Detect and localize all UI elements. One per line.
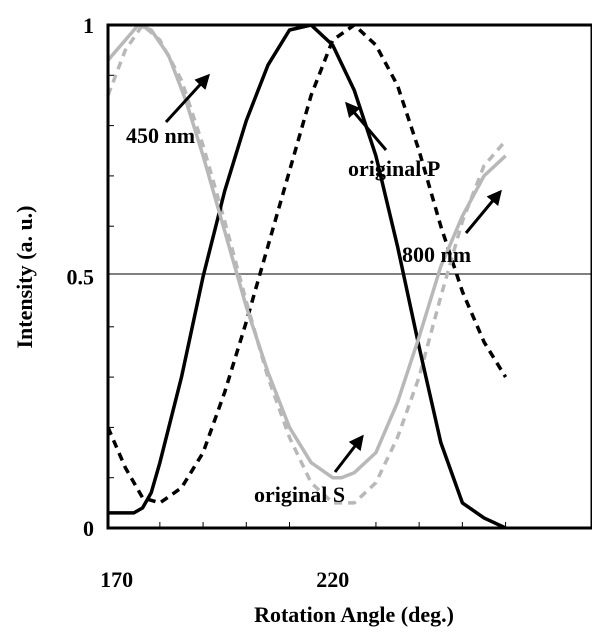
y-tick-label: 1: [83, 13, 94, 38]
x-axis-label: Rotation Angle (deg.): [254, 602, 454, 627]
annotation-label: 800 nm: [402, 242, 471, 267]
series-line: [108, 25, 507, 480]
annotation-arrow: [333, 434, 364, 473]
plot-frame: [106, 23, 592, 530]
annotation-arrow: [164, 73, 211, 124]
x-tick-label: 220: [316, 567, 349, 592]
annotation-label: 450 nm: [126, 123, 195, 148]
series-line: [108, 25, 508, 505]
annotation-arrow: [464, 189, 502, 234]
tick-layer: 0 0.5 1 170 220: [67, 13, 507, 592]
annotation-original-s: original S: [254, 434, 364, 507]
annotation-original-p: original P: [345, 101, 440, 181]
y-axis-label: Intensity (a. u.): [12, 205, 37, 348]
series-layer: [108, 25, 508, 528]
y-tick-label: 0: [83, 516, 94, 541]
annotation-arrow: [345, 101, 388, 151]
series-800-nm: [108, 25, 507, 528]
x-tick-label: 170: [100, 567, 133, 592]
series-450-nm: [108, 25, 507, 480]
series-line: [108, 25, 507, 528]
annotation-800nm: 800 nm: [402, 189, 502, 267]
annotation-label: original S: [254, 482, 345, 507]
series-original-p: [108, 25, 508, 505]
annotation-450nm: 450 nm: [126, 73, 211, 148]
y-tick-label: 0.5: [67, 265, 95, 290]
annotation-label: original P: [348, 156, 440, 181]
